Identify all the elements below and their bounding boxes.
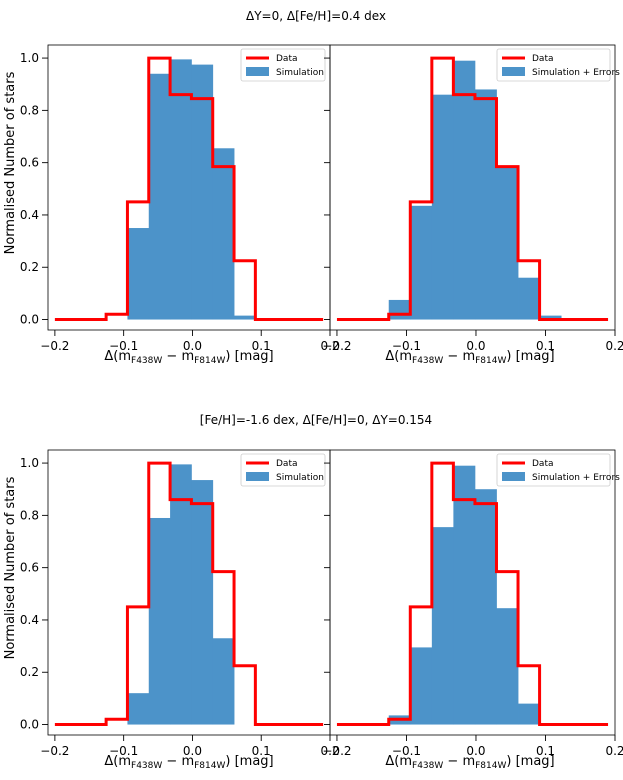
x-tick-label: 0.1 (252, 339, 271, 353)
simulation-bar (431, 94, 454, 320)
x-tick-label: 0.0 (466, 339, 485, 353)
x-tick-label: −0.1 (392, 744, 421, 758)
legend-simulation-swatch (502, 472, 525, 481)
legend-simulation-label: Simulation (276, 68, 324, 78)
legend-data-label: Data (276, 459, 298, 469)
legend: Data Simulation + Errors (496, 453, 620, 487)
legend-simulation-swatch (246, 67, 269, 76)
simulation-bar (410, 647, 433, 725)
x-tick-label: 0.1 (536, 744, 555, 758)
panel-frame (329, 44, 616, 331)
x-tick-label: 0.2 (605, 339, 623, 353)
simulation-bar (170, 464, 192, 725)
y-tick-label: 0.0 (20, 718, 39, 732)
panel-1: −0.2 −0.1 0.0 0.1 0.2 0.0 0.2 0.4 0.6 0.8 1.0 Data S… (20, 44, 340, 353)
legend: Data Simulation + Errors (496, 48, 620, 82)
panel-3: −0.2 −0.1 0.0 0.1 0.2 0.0 0.2 0.4 0.6 0.8 1.0 Data S… (20, 449, 340, 758)
simulation-bar (127, 228, 150, 320)
row-1-y-axis-label: Normalised Number of stars (3, 71, 18, 254)
panel-2-x-axis-label: Δ(mF438W − mF814W) [mag] (385, 349, 554, 366)
simulation-bar (212, 638, 235, 725)
simulation-bar (148, 517, 171, 725)
panel-4: −0.2 −0.1 0.0 0.1 0.2 Data Simulation + Errors (322, 449, 623, 758)
legend: Data Simulation (240, 48, 326, 82)
simulation-bar (191, 64, 214, 320)
y-tick-label: 0.6 (20, 156, 39, 170)
y-tick-label: 0.8 (20, 508, 39, 522)
simulation-bar (212, 148, 235, 320)
y-tick-label: 0.4 (20, 208, 39, 222)
panel-1-x-axis-label: Δ(mF438W − mF814W) [mag] (104, 349, 273, 366)
y-tick-label: 1.0 (20, 51, 39, 65)
legend-simulation-swatch (246, 472, 269, 481)
panels-group: −0.2 −0.1 0.0 0.1 0.2 0.0 0.2 0.4 0.6 0.8 1.0 Data S… (20, 44, 623, 758)
y-tick-label: 0.0 (20, 313, 39, 327)
legend-data-label: Data (532, 54, 554, 64)
x-tick-label: −0.1 (392, 339, 421, 353)
x-tick-label: −0.2 (322, 339, 351, 353)
x-tick-label: −0.2 (40, 339, 69, 353)
simulation-bar (148, 73, 171, 320)
y-tick-label: 0.4 (20, 613, 39, 627)
data-step-line (336, 461, 609, 727)
y-tick-label: 1.0 (20, 456, 39, 470)
simulation-bar (496, 608, 519, 725)
data-step-line (336, 56, 609, 322)
legend-data-label: Data (532, 459, 554, 469)
panel-4-x-axis-label: Δ(mF438W − mF814W) [mag] (385, 754, 554, 771)
simulation-bar (474, 89, 497, 320)
y-tick-label: 0.8 (20, 103, 39, 117)
simulation-bar (191, 480, 214, 725)
simulation-bar (431, 527, 454, 725)
simulation-bar (518, 703, 540, 725)
y-tick-label: 0.6 (20, 561, 39, 575)
simulation-bar (518, 277, 540, 320)
x-tick-label: −0.1 (109, 744, 138, 758)
x-tick-label: 0.2 (605, 744, 623, 758)
legend-simulation-label: Simulation + Errors (532, 473, 620, 483)
y-tick-label: 0.2 (20, 260, 39, 274)
x-tick-label: −0.2 (40, 744, 69, 758)
legend-box (496, 453, 611, 487)
panel-3-x-axis-label: Δ(mF438W − mF814W) [mag] (104, 754, 273, 771)
legend-data-label: Data (276, 54, 298, 64)
row-2-title: [Fe/H]=-1.6 dex, Δ[Fe/H]=0, ΔY=0.154 (200, 413, 432, 427)
legend: Data Simulation (240, 453, 326, 487)
simulation-bar (410, 205, 433, 320)
x-tick-label: 0.1 (536, 339, 555, 353)
data-step-line (54, 56, 324, 322)
simulation-bar (388, 299, 411, 320)
simulation-bar (127, 693, 150, 725)
simulation-bar (170, 59, 192, 320)
legend-simulation-label: Simulation (276, 473, 324, 483)
data-step-line (54, 461, 324, 727)
x-tick-label: −0.1 (109, 339, 138, 353)
legend-simulation-swatch (502, 67, 525, 76)
legend-simulation-label: Simulation + Errors (532, 68, 620, 78)
simulation-bar (234, 315, 256, 320)
y-tick-label: 0.2 (20, 665, 39, 679)
simulation-bar (453, 465, 476, 725)
x-tick-label: 0.0 (183, 339, 202, 353)
x-tick-label: 0.1 (252, 744, 271, 758)
simulation-bar (496, 166, 519, 320)
panel-frame (329, 449, 616, 736)
x-tick-label: −0.2 (322, 744, 351, 758)
row-1-title: ΔY=0, Δ[Fe/H]=0.4 dex (246, 9, 386, 23)
x-tick-label: 0.0 (183, 744, 202, 758)
x-tick-label: 0.0 (466, 744, 485, 758)
row-2-y-axis-label: Normalised Number of stars (3, 476, 18, 659)
simulation-bar (453, 60, 476, 320)
simulation-bar (539, 315, 562, 320)
x-tick-label: 0.2 (320, 744, 339, 758)
panel-2: −0.2 −0.1 0.0 0.1 0.2 Data Simulation + Errors (322, 44, 623, 353)
x-tick-label: 0.2 (320, 339, 339, 353)
legend-box (496, 48, 611, 82)
simulation-bar (474, 489, 497, 725)
